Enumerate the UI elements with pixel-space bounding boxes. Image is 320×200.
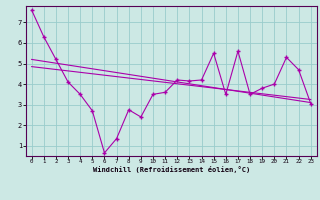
- X-axis label: Windchill (Refroidissement éolien,°C): Windchill (Refroidissement éolien,°C): [92, 166, 250, 173]
